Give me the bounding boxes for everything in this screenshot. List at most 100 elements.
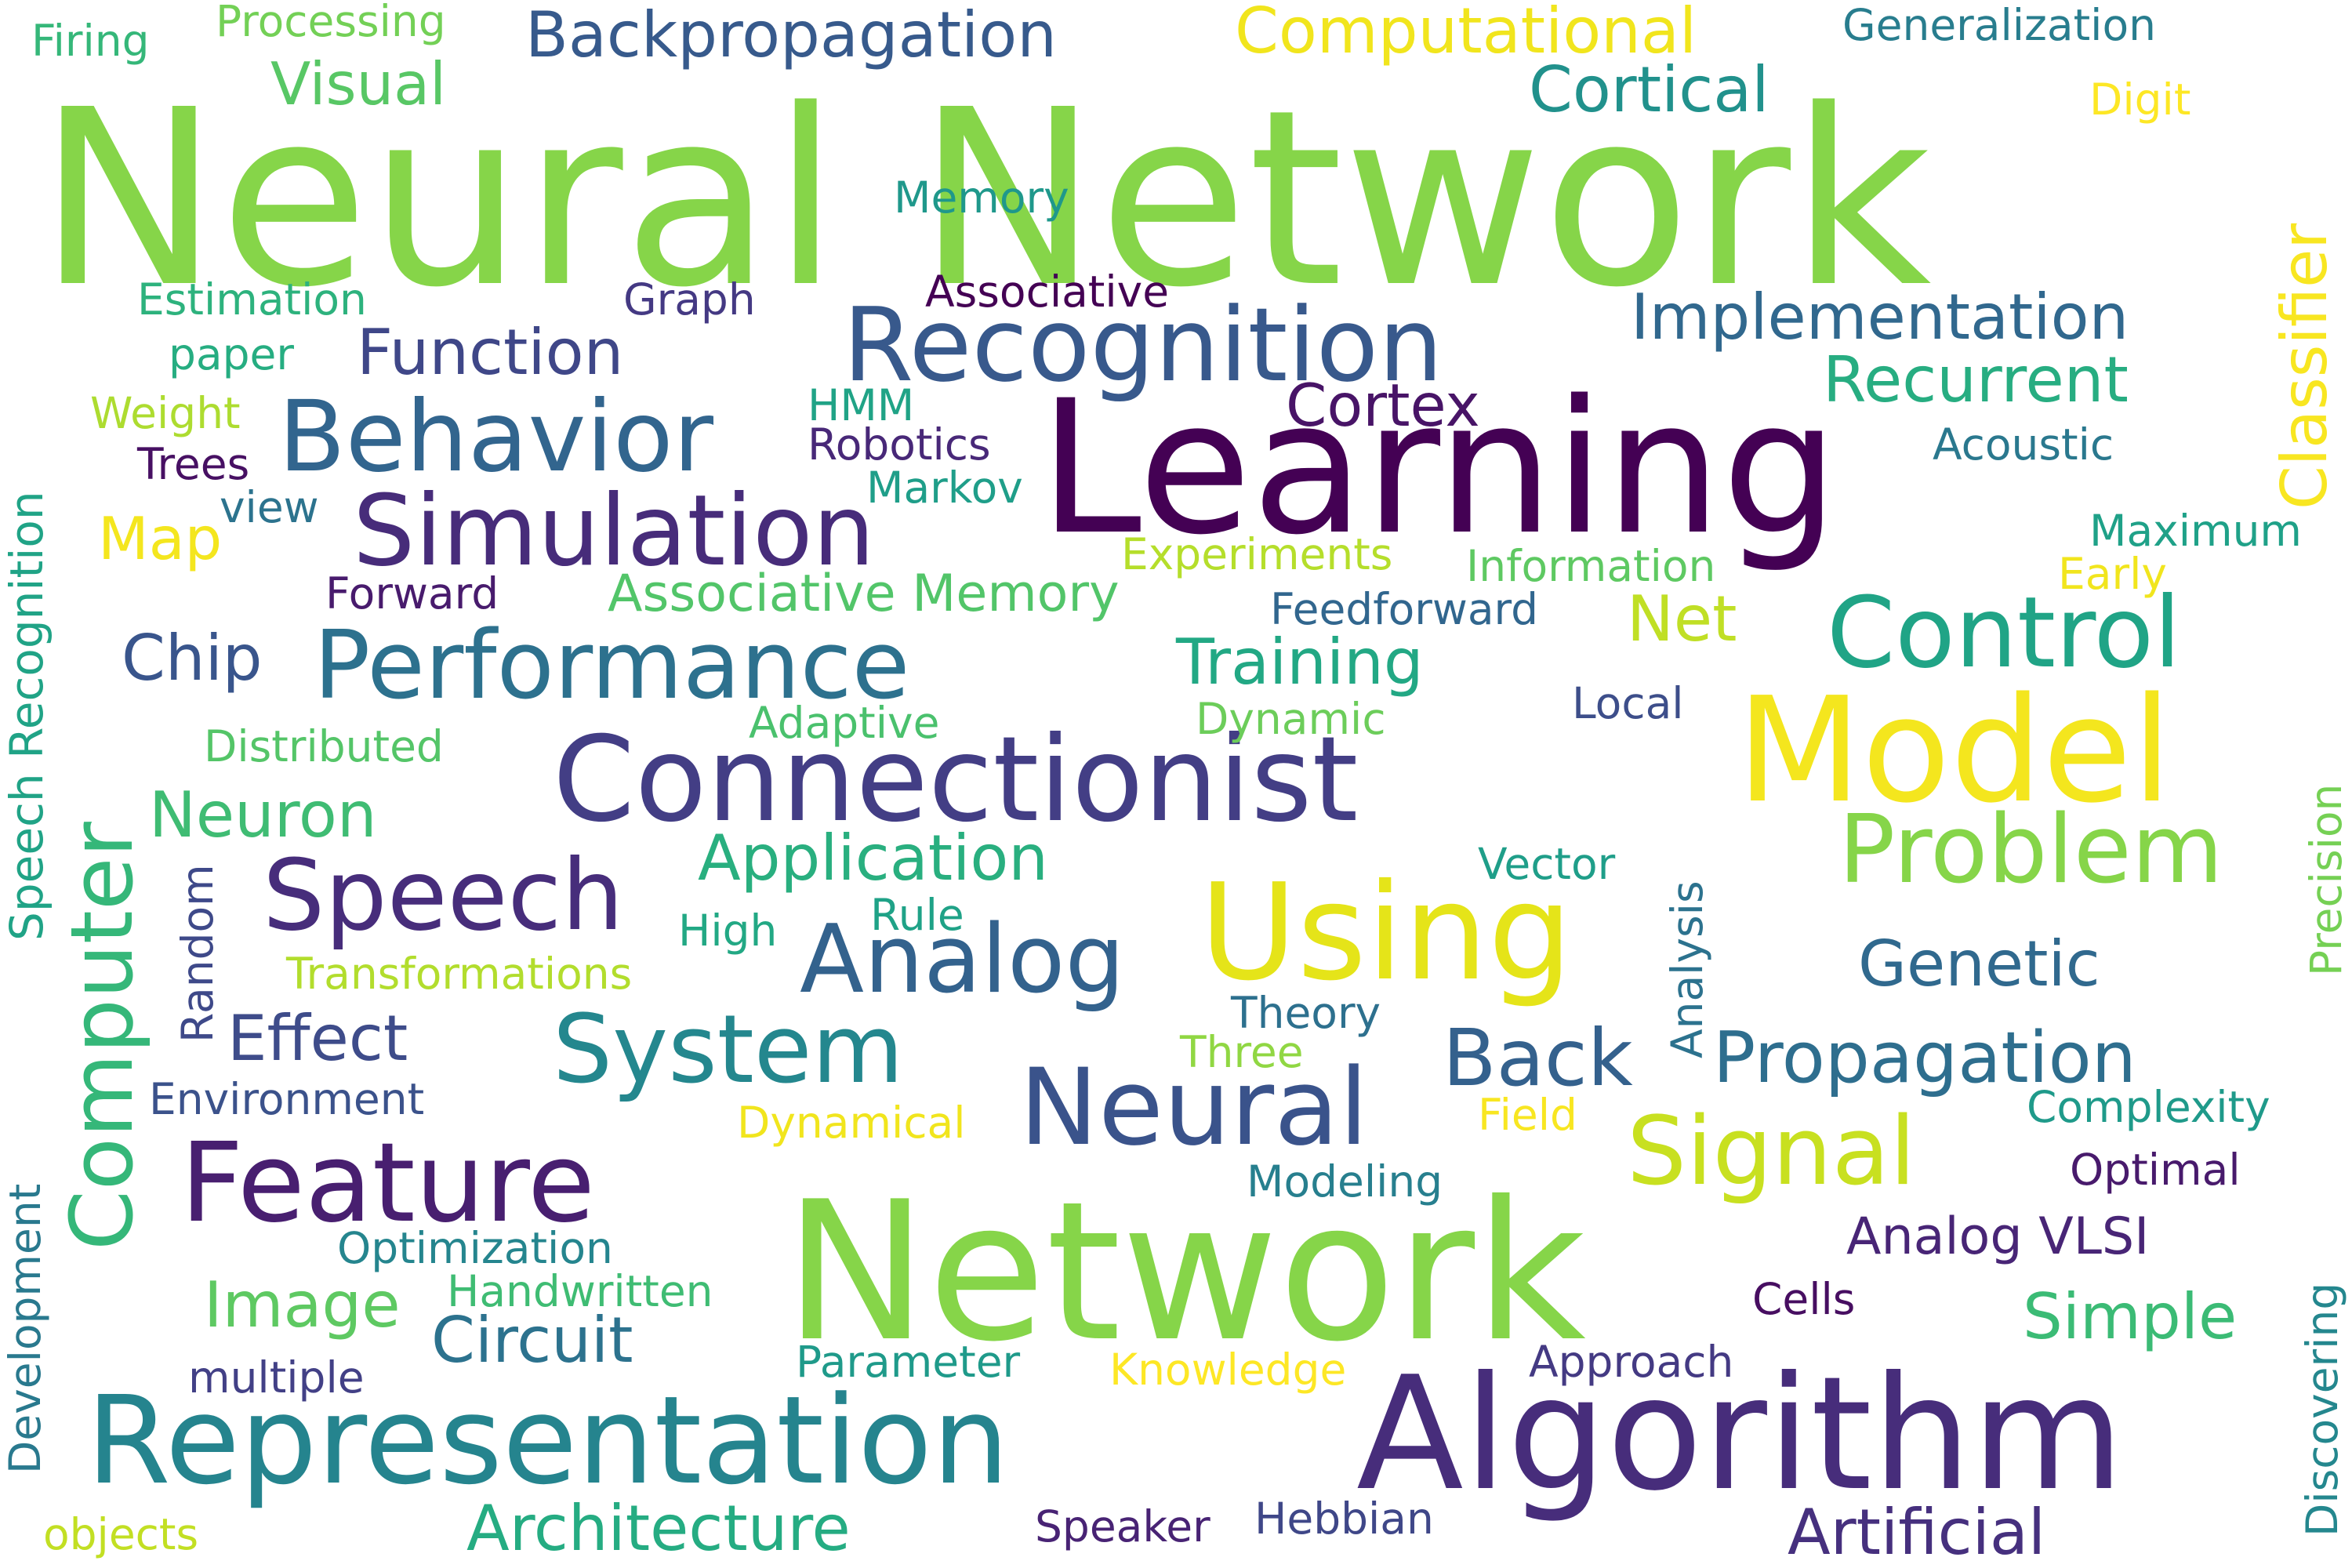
- word-image: Image: [204, 1269, 401, 1341]
- word-early: Early: [2058, 549, 2167, 599]
- word-representation: Representation: [86, 1370, 1010, 1512]
- word-estimation: Estimation: [137, 274, 367, 325]
- word-discovering: Discovering: [2297, 1282, 2347, 1537]
- word-optimal: Optimal: [2070, 1145, 2241, 1195]
- word-feature: Feature: [180, 1120, 596, 1247]
- word-recurrent: Recurrent: [1823, 343, 2129, 416]
- word-information: Information: [1466, 541, 1716, 591]
- word-visual: Visual: [270, 49, 446, 118]
- word-generalization: Generalization: [1842, 0, 2156, 50]
- word-artificial: Artificial: [1788, 1496, 2046, 1568]
- word-forward: Forward: [325, 568, 499, 619]
- word-neural-network: Neural Network: [38, 58, 1932, 341]
- word-theory: Theory: [1231, 988, 1381, 1038]
- word-dynamical: Dynamical: [737, 1098, 966, 1148]
- word-precision: Precision: [2301, 783, 2351, 976]
- word-neural: Neural: [1019, 1046, 1369, 1169]
- word-memory: Memory: [894, 172, 1069, 223]
- word-digit: Digit: [2089, 74, 2191, 125]
- word-classifier: Classifier: [2268, 223, 2341, 510]
- word-three: Three: [1180, 1027, 1304, 1077]
- word-environment: Environment: [149, 1074, 425, 1124]
- word-computational: Computational: [1235, 0, 1697, 67]
- word-multiple: multiple: [188, 1352, 365, 1403]
- word-high: High: [678, 906, 778, 956]
- word-model: Model: [1737, 666, 2172, 835]
- word-markov: Markov: [866, 463, 1023, 513]
- word-graph: Graph: [623, 274, 756, 325]
- word-architecture: Architecture: [466, 1492, 851, 1565]
- word-genetic: Genetic: [1858, 927, 2100, 1000]
- word-analog-vlsi: Analog VLSI: [1846, 1207, 2150, 1266]
- word-associative: Associative: [925, 267, 1170, 317]
- word-modeling: Modeling: [1247, 1156, 1443, 1207]
- word-field: Field: [1478, 1090, 1577, 1140]
- word-knowledge: Knowledge: [1109, 1345, 1347, 1395]
- word-map: Map: [98, 504, 223, 573]
- word-maximum: Maximum: [2089, 506, 2302, 556]
- word-local: Local: [1572, 678, 1684, 728]
- word-transformations: Transformations: [286, 949, 633, 999]
- word-system: System: [553, 996, 904, 1105]
- word-distributed: Distributed: [204, 721, 444, 771]
- word-speaker: Speaker: [1035, 1501, 1210, 1552]
- word-hmm: HMM: [808, 380, 915, 430]
- word-simple: Simple: [2023, 1280, 2238, 1353]
- word-development: Development: [0, 1183, 50, 1474]
- word-trees: Trees: [137, 439, 250, 489]
- word-net: Net: [1627, 583, 1737, 655]
- word-problem: Problem: [1838, 796, 2223, 905]
- word-cells: Cells: [1752, 1274, 1856, 1324]
- word-function: Function: [357, 316, 624, 389]
- word-implementation: Implementation: [1631, 281, 2129, 354]
- word-handwritten: Handwritten: [447, 1266, 713, 1316]
- word-algorithm: Algorithm: [1356, 1343, 2125, 1526]
- word-circuit: Circuit: [431, 1304, 633, 1377]
- word-effect: Effect: [227, 1002, 408, 1075]
- word-weight: Weight: [90, 388, 241, 438]
- word-using: Using: [1200, 855, 1573, 1011]
- word-cortex: Cortex: [1286, 371, 1480, 440]
- word-learning: Learning: [1039, 361, 1839, 575]
- word-hebbian: Hebbian: [1254, 1494, 1434, 1544]
- word-simulation: Simulation: [353, 474, 875, 588]
- word-robotics: Robotics: [808, 419, 991, 470]
- word-application: Application: [698, 822, 1048, 895]
- word-rule: Rule: [870, 890, 964, 940]
- word-random: Random: [172, 864, 223, 1043]
- word-cortical: Cortical: [1529, 53, 1769, 126]
- word-behavior: Behavior: [278, 380, 714, 494]
- word-firing: Firing: [31, 16, 150, 66]
- word-complexity: Complexity: [2027, 1082, 2270, 1132]
- word-dynamic: Dynamic: [1196, 694, 1386, 744]
- word-view: view: [220, 482, 319, 532]
- word-performance: Performance: [314, 612, 910, 720]
- word-connectionist: Connectionist: [553, 712, 1359, 848]
- word-recognition: Recognition: [843, 285, 1443, 405]
- word-propagation: Propagation: [1713, 1017, 2136, 1099]
- word-feedforward: Feedforward: [1270, 584, 1539, 634]
- word-speech-recognition: Speech Recognition: [0, 491, 53, 941]
- word-chip: Chip: [122, 622, 263, 695]
- word-acoustic: Acoustic: [1933, 419, 2114, 470]
- word-parameter: Parameter: [796, 1337, 1021, 1387]
- word-analog: Analog: [800, 906, 1125, 1014]
- word-network: Network: [784, 1160, 1586, 1384]
- word-optimization: Optimization: [337, 1223, 613, 1273]
- word-signal: Signal: [1627, 1098, 1916, 1207]
- word-computer: Computer: [52, 822, 152, 1250]
- word-adaptive: Adaptive: [749, 698, 940, 748]
- word-training: Training: [1176, 626, 1424, 699]
- word-objects: objects: [43, 1509, 199, 1559]
- word-approach: Approach: [1529, 1337, 1734, 1387]
- word-speech: Speech: [263, 839, 624, 953]
- word-vector: Vector: [1478, 839, 1616, 889]
- word-analysis: Analysis: [1662, 880, 1712, 1058]
- word-back: Back: [1443, 1012, 1633, 1104]
- word-processing: Processing: [216, 0, 446, 46]
- word-neuron: Neuron: [149, 779, 377, 851]
- word-backpropagation: Backpropagation: [525, 0, 1057, 71]
- word-experiments: Experiments: [1121, 529, 1393, 579]
- word-control: Control: [1827, 576, 2181, 690]
